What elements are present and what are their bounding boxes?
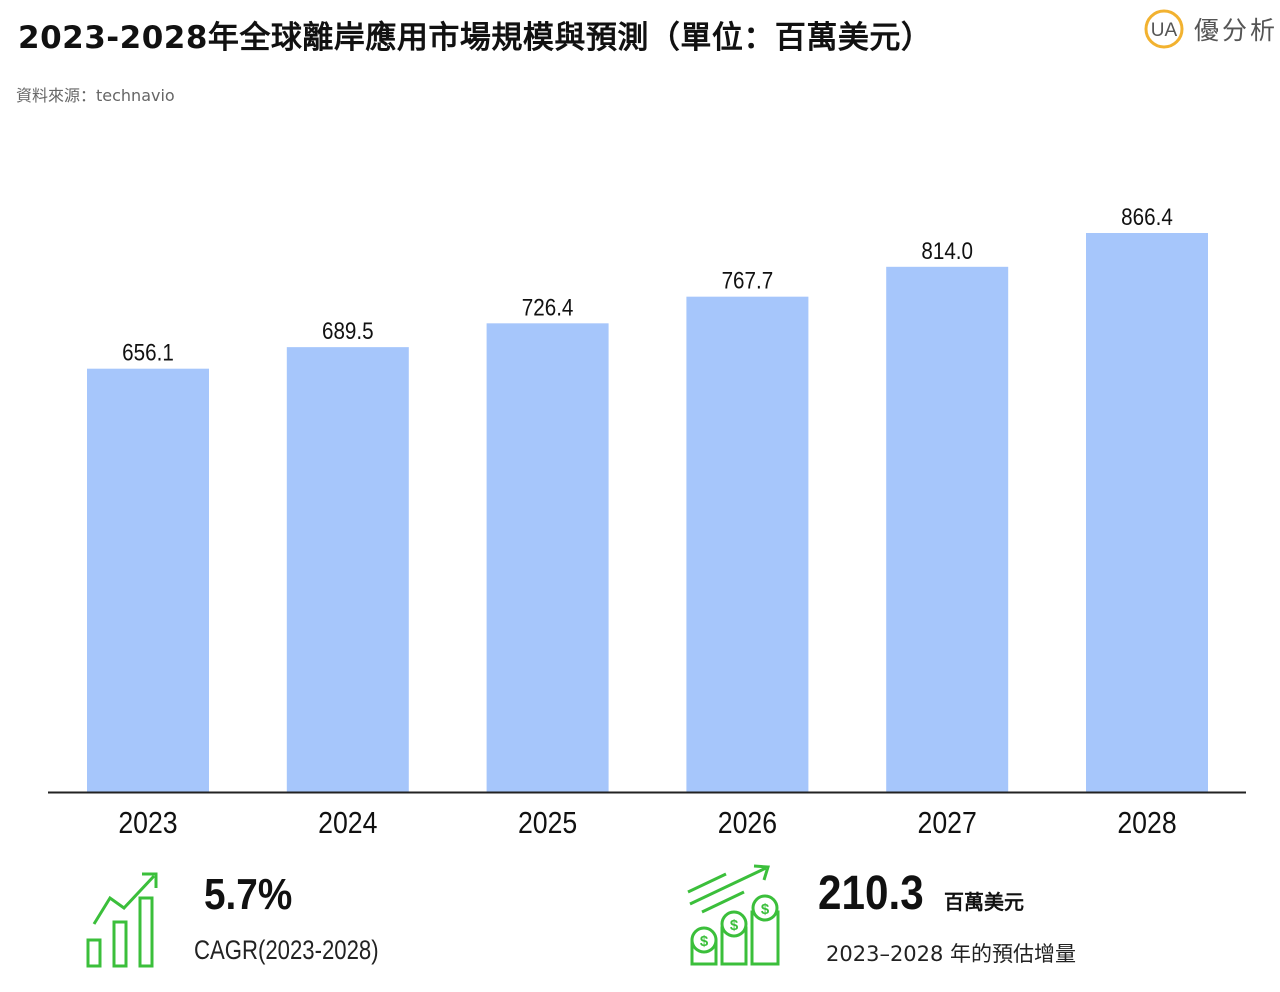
- value-label-2027: 814.0: [921, 237, 973, 264]
- bar-2025: [486, 323, 609, 792]
- svg-text:$: $: [700, 933, 709, 950]
- value-label-2023: 656.1: [122, 339, 174, 366]
- source-note: 資料來源：technavio: [16, 86, 175, 105]
- svg-text:$: $: [730, 917, 739, 934]
- increment-unit: 百萬美元: [944, 890, 1024, 914]
- chart-title: 2023-2028年全球離岸應用市場規模與預測（單位：百萬美元）: [18, 20, 933, 56]
- x-tick-2026: 2026: [718, 806, 777, 840]
- bar-2023: [87, 368, 209, 792]
- x-tick-2023: 2023: [118, 806, 177, 840]
- bar-2028: [1086, 233, 1208, 792]
- bar-2026: [686, 296, 809, 792]
- bar-2024: [286, 347, 409, 792]
- value-label-2025: 726.4: [522, 294, 574, 321]
- x-tick-2028: 2028: [1117, 806, 1176, 840]
- x-tick-2024: 2024: [318, 806, 377, 840]
- ua-logo-icon: UA: [1144, 9, 1184, 49]
- increment-label: 2023–2028 年的預估增量: [826, 942, 1077, 966]
- logo-text: 優分析: [1194, 16, 1279, 45]
- bar-2027: [886, 266, 1009, 792]
- x-tick-2025: 2025: [518, 806, 577, 840]
- cagr-label: CAGR(2023-2028): [194, 935, 379, 965]
- increment-value: 210.3: [818, 867, 924, 920]
- brand-logo: UA 優分析: [1142, 6, 1278, 52]
- value-label-2024: 689.5: [322, 318, 374, 345]
- logo-mark: UA: [1151, 20, 1178, 41]
- x-tick-2027: 2027: [918, 806, 977, 840]
- cagr-value: 5.7%: [204, 870, 293, 919]
- dollar-coins-growth-icon: $ $ $: [687, 864, 780, 966]
- svg-text:$: $: [761, 901, 770, 918]
- value-label-2028: 866.4: [1121, 204, 1173, 231]
- value-label-2026: 767.7: [722, 267, 774, 294]
- bar-chart: 656.1 2023 689.5 2024 726.4 2025 767.7 2026 814.…: [48, 204, 1246, 841]
- growth-bars-icon: [86, 872, 158, 968]
